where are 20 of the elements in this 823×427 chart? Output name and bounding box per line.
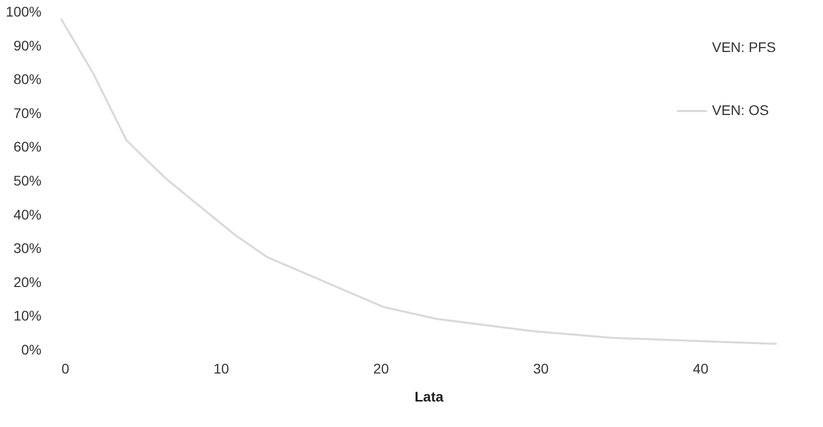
text: VEN: PFS — [712, 39, 776, 55]
y-tick-label: 70% — [13, 104, 42, 121]
legend-label: VEN: OS — [712, 102, 769, 118]
y-tick-label: 20% — [13, 274, 42, 290]
y-tick-label: 100% — [6, 4, 42, 20]
y-tick-label: 10% — [13, 308, 42, 324]
y-tick-label: 40% — [13, 206, 42, 222]
y-tick-label: 0% — [21, 342, 42, 358]
y-tick-label: 30% — [13, 240, 42, 256]
x-tick-label: 40 — [692, 360, 709, 376]
x-tick-label: 30 — [533, 360, 549, 376]
y-tick-label: 90% — [13, 37, 42, 54]
line-series — [60, 18, 778, 345]
x-tick-label: 20 — [373, 360, 390, 376]
x-tick-label: 0 — [62, 360, 70, 376]
y-tick-label: 80% — [13, 71, 42, 88]
y-tick-label: 50% — [13, 172, 42, 188]
x-tick-label: 10 — [213, 360, 230, 376]
x-axis-title: Lata — [414, 388, 444, 404]
y-tick-label: 60% — [13, 138, 42, 155]
